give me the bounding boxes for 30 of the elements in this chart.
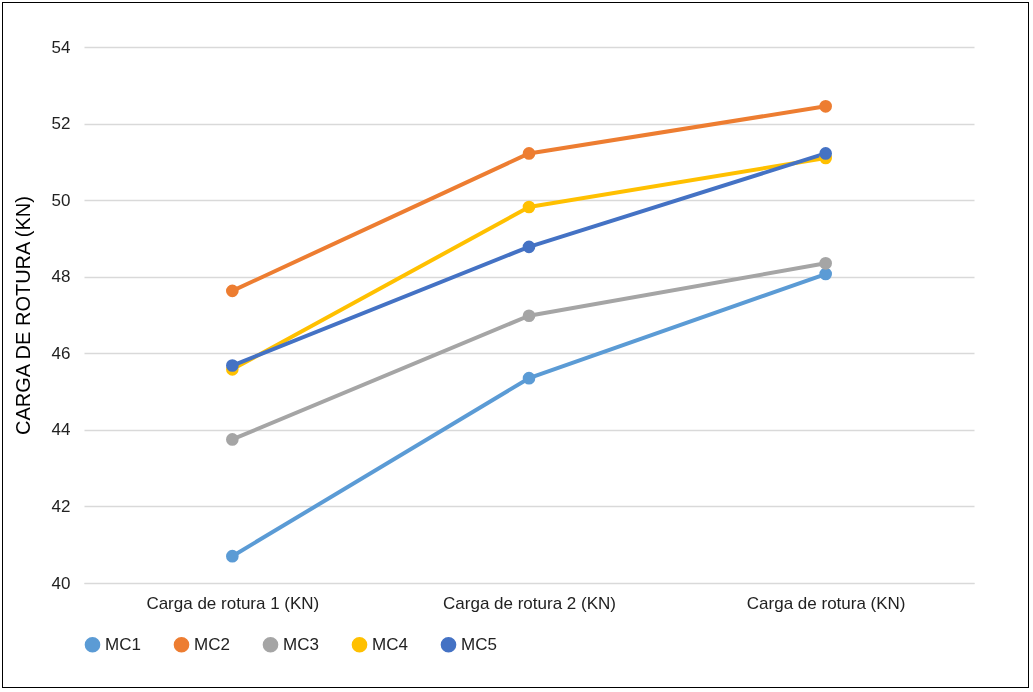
x-tick-label: Carga de rotura 2 (KN) (443, 593, 616, 613)
point (522, 309, 536, 323)
legend-label: MC4 (372, 634, 408, 654)
y-tick-label: 40 (51, 573, 71, 593)
point (819, 100, 832, 113)
x-tick-label: Carga de rotura 1 (KN) (146, 593, 320, 613)
y-tick-label: 54 (51, 37, 71, 57)
point (819, 147, 832, 160)
legend-label: MC3 (283, 634, 319, 654)
point (522, 240, 536, 254)
y-tick-label: 50 (51, 190, 71, 210)
y-tick-label: 42 (51, 496, 71, 516)
y-tick-label: 48 (51, 267, 71, 287)
point (226, 549, 239, 563)
point (226, 359, 239, 372)
y-tick-label: 52 (51, 114, 71, 134)
point (226, 284, 239, 298)
y-tick-label: 46 (51, 343, 71, 363)
y-axis-title: CARGA DE ROTURA (KN) (11, 196, 34, 435)
point (522, 371, 536, 385)
point (522, 200, 536, 214)
y-tick-label: 44 (51, 420, 71, 440)
legend-label: MC1 (105, 634, 141, 654)
point (819, 267, 832, 281)
legend-label: MC2 (194, 634, 230, 654)
point (522, 147, 536, 160)
point (819, 257, 832, 270)
x-tick-label: Carga de rotura (KN) (746, 593, 906, 613)
point (226, 433, 239, 446)
legend-label: MC5 (461, 634, 497, 654)
